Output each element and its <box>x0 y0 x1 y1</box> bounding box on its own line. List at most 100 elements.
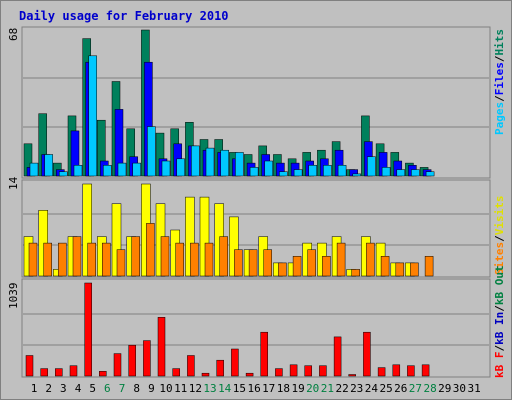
x-tick-label: 30 <box>453 382 466 395</box>
bottom-legend: kB F/kB In/kB Out <box>493 265 506 378</box>
x-tick-label: 20 <box>306 382 319 395</box>
pages-bar <box>73 165 83 177</box>
sites-bar <box>204 242 214 277</box>
pages-bar <box>29 162 39 177</box>
x-tick-label: 26 <box>394 382 407 395</box>
legend-kb-out: kB Out <box>493 265 506 305</box>
pages-bar <box>352 173 361 177</box>
kb-bar <box>201 372 210 377</box>
kb-bar <box>25 355 34 377</box>
x-tick-label: 7 <box>119 382 126 395</box>
legend-sep: / <box>493 235 506 242</box>
sites-bar <box>175 242 184 277</box>
pages-bar <box>103 165 112 177</box>
kb-bar <box>275 368 283 377</box>
kb-bar <box>113 353 122 377</box>
bottom-ymax-label: 1039 <box>7 283 20 310</box>
x-tick-label: 23 <box>350 382 363 395</box>
pages-bar <box>117 162 127 177</box>
visits-bar <box>111 203 122 277</box>
x-tick-label: 16 <box>247 382 260 395</box>
x-axis-labels: 1 2 3 4 5 6 7 8 9 10 11 12 13 14 15 16 17 18 19 20 21 22 23 24 2… <box>31 382 481 395</box>
x-tick-label: 11 <box>174 382 187 395</box>
x-tick-label: 21 <box>321 382 334 395</box>
pages-bar <box>59 171 68 177</box>
x-tick-label: 9 <box>148 382 155 395</box>
chart-title: Daily usage for February 2010 <box>19 9 229 23</box>
x-tick-label: 2 <box>45 382 52 395</box>
sites-bar <box>366 242 375 277</box>
x-tick-label: 12 <box>189 382 202 395</box>
x-tick-label: 5 <box>89 382 96 395</box>
legend-sep: / <box>493 305 506 312</box>
sites-bar <box>278 262 287 277</box>
pages-bar <box>337 165 347 177</box>
sites-bar <box>292 256 302 277</box>
kb-bar <box>55 368 63 377</box>
pages-bar <box>293 169 303 177</box>
sites-bar <box>424 256 434 277</box>
pages-bar <box>381 167 391 177</box>
bottom-panel <box>21 278 491 378</box>
sites-bar <box>263 249 272 277</box>
x-tick-label: 8 <box>133 382 140 395</box>
top-ymax-label: 68 <box>7 28 20 41</box>
kb-bar <box>348 374 356 377</box>
bars-layer <box>23 29 435 377</box>
kb-bar <box>245 372 254 377</box>
x-tick-label: 15 <box>233 382 246 395</box>
pages-bar <box>308 165 317 177</box>
kb-bar <box>99 371 107 377</box>
kb-bar <box>172 368 180 377</box>
kb-bar <box>319 365 327 377</box>
kb-bar <box>84 282 92 377</box>
sites-bar <box>43 242 52 277</box>
kb-bar <box>289 364 298 377</box>
middle-ymax-label: 14 <box>7 176 20 190</box>
sites-bar <box>131 236 140 277</box>
sites-bar <box>160 236 170 277</box>
pages-bar <box>367 156 376 177</box>
legend-sep: / <box>493 345 506 352</box>
pages-bar <box>176 158 185 177</box>
kb-bar <box>333 336 342 377</box>
kb-bar <box>216 359 224 377</box>
sites-bar <box>307 249 316 277</box>
x-tick-label: 10 <box>159 382 172 395</box>
sites-bar <box>351 269 360 277</box>
sites-bar <box>336 242 346 277</box>
sites-bar <box>58 242 67 277</box>
top-legend: Pages/Files/Hits <box>493 29 506 135</box>
legend-files: Files <box>493 62 506 95</box>
sites-bar <box>72 236 82 277</box>
pages-bar <box>425 171 435 177</box>
kb-bar <box>128 344 136 377</box>
sites-bar <box>248 249 258 277</box>
legend-kb-f: kB F <box>493 352 506 379</box>
legend-sites: Sites <box>493 242 506 275</box>
kb-bar <box>407 365 415 377</box>
x-tick-label: 18 <box>277 382 290 395</box>
sites-bar <box>395 262 405 277</box>
pages-bar <box>44 154 53 177</box>
middle-legend: Sites/Visits <box>493 196 506 276</box>
sites-bar <box>116 249 126 277</box>
legend-hits: Hits <box>493 29 506 56</box>
sites-bar <box>146 223 155 277</box>
sites-bar <box>410 262 419 277</box>
x-tick-label: 29 <box>438 382 451 395</box>
pages-bar <box>88 55 97 177</box>
visits-bar <box>229 216 239 277</box>
pages-bar <box>205 147 215 177</box>
kb-bar <box>187 355 195 377</box>
legend-kb-in: kB In <box>493 312 506 345</box>
kb-bar <box>40 368 48 377</box>
pages-bar <box>411 169 420 177</box>
legend-pages: Pages <box>493 102 506 135</box>
sites-bar <box>28 242 38 277</box>
pages-bar <box>132 162 141 177</box>
kb-bar <box>231 348 239 377</box>
pages-bar <box>323 165 332 177</box>
pages-bar <box>249 167 259 177</box>
